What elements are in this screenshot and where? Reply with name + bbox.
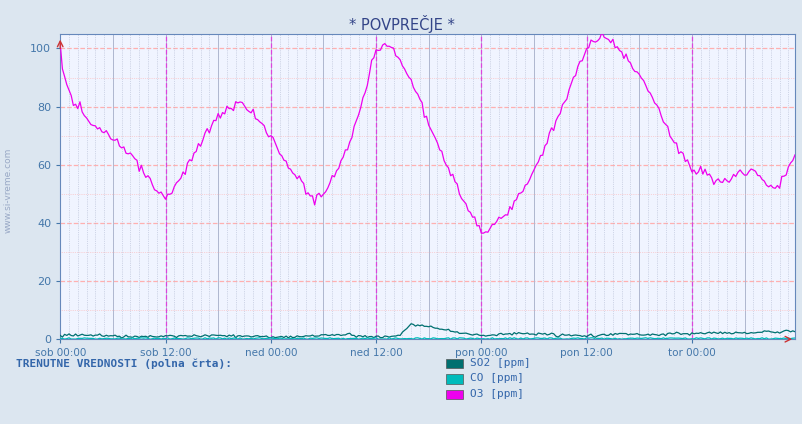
Text: TRENUTNE VREDNOSTI (polna črta):: TRENUTNE VREDNOSTI (polna črta): [16, 358, 232, 369]
Text: CO [ppm]: CO [ppm] [469, 373, 523, 383]
Text: * POVPREČJE *: * POVPREČJE * [348, 15, 454, 33]
Text: O3 [ppm]: O3 [ppm] [469, 389, 523, 399]
Text: SO2 [ppm]: SO2 [ppm] [469, 357, 530, 368]
Text: www.si-vreme.com: www.si-vreme.com [4, 148, 13, 234]
